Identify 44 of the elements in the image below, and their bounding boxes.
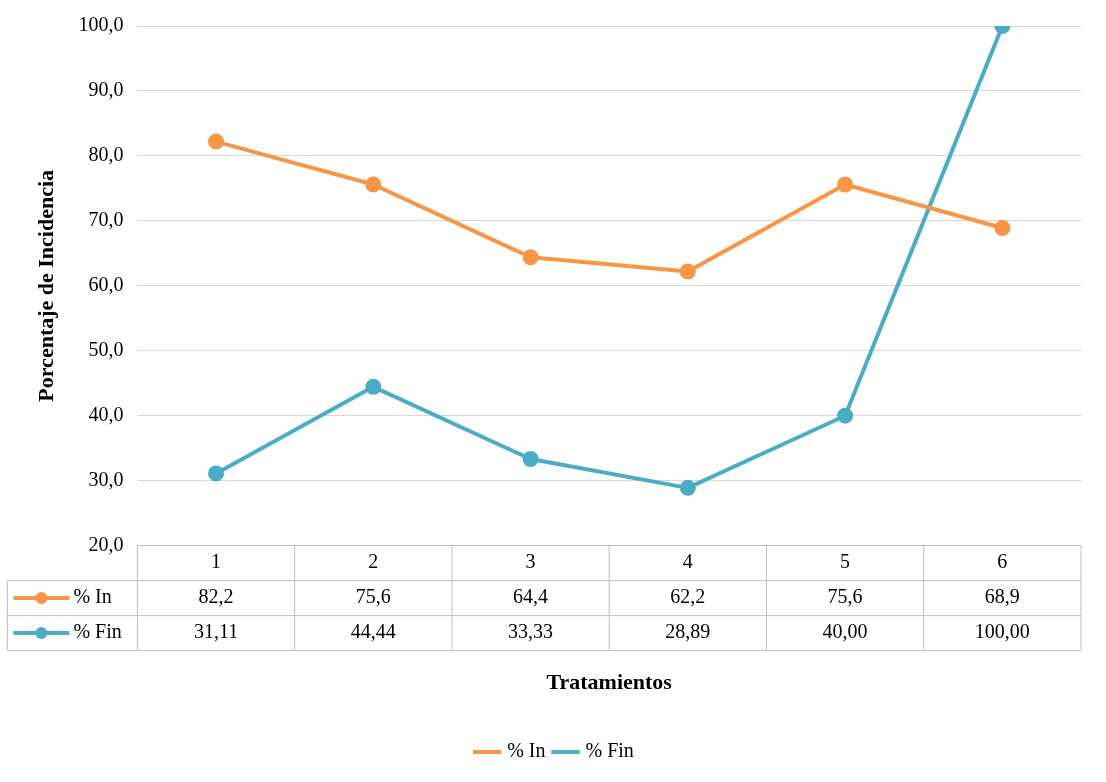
data-label: 40,00 [822, 620, 868, 643]
data-label: 75,6 [355, 585, 391, 608]
y-tick-label: 80,0 [88, 143, 124, 166]
data-label: 68,9 [984, 585, 1020, 608]
data-label: 28,89 [665, 620, 711, 643]
point [365, 378, 382, 395]
point [208, 465, 225, 482]
legend-label: % In [73, 585, 112, 608]
point [365, 176, 382, 193]
point [679, 479, 696, 496]
data-label: 31,11 [193, 620, 239, 643]
x-axis-title: Tratamientos [546, 669, 673, 695]
data-label: 33,33 [508, 620, 554, 643]
x-tick-label: 6 [997, 550, 1008, 573]
point [522, 451, 539, 468]
y-axis-title: Porcentaje de Incidencia [32, 169, 58, 402]
y-tick-label: 60,0 [88, 273, 124, 296]
x-tick-label: 5 [840, 550, 851, 573]
y-tick-label: 70,0 [88, 208, 124, 231]
data-label: 82,2 [198, 585, 234, 608]
y-tick-label: 50,0 [88, 338, 124, 360]
legend-label: % Fin [73, 620, 122, 643]
point [208, 133, 225, 150]
y-tick-label: 20,0 [88, 532, 124, 555]
data-label: 75,6 [827, 585, 863, 608]
y-tick-label: 40,0 [88, 402, 124, 425]
text: % Fin [585, 739, 634, 762]
data-label: 44,44 [350, 620, 396, 643]
y-tick-label: 100,0 [78, 13, 124, 36]
data-label: 100,00 [974, 620, 1030, 643]
data-label: 64,4 [513, 585, 549, 608]
x-tick-label: 3 [525, 550, 536, 573]
y-tick-label: 90,0 [88, 78, 124, 101]
x-tick-label: 4 [682, 550, 693, 573]
data-label: 62,2 [670, 585, 706, 608]
point [679, 263, 696, 280]
point [994, 219, 1011, 236]
point [522, 249, 539, 266]
text: % In [507, 739, 546, 762]
point [837, 176, 854, 193]
x-tick-label: 2 [368, 550, 379, 573]
x-tick-label: 1 [211, 550, 222, 573]
point [837, 407, 854, 424]
y-tick-label: 30,0 [88, 467, 124, 490]
